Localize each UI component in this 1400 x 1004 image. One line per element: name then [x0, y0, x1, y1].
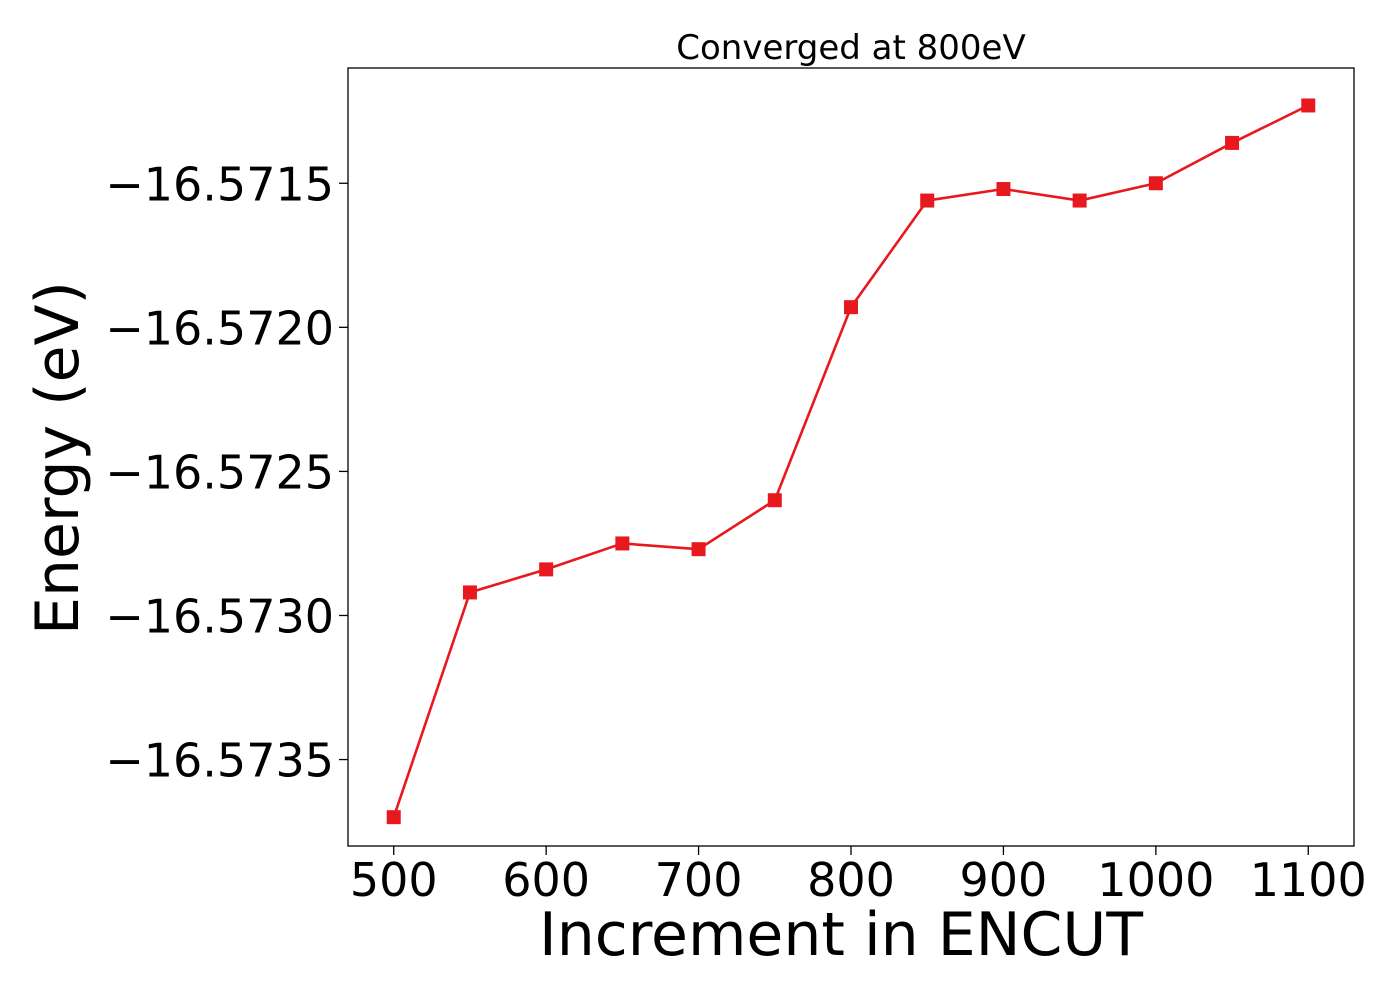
plot-frame: [347, 67, 1355, 847]
data-point-marker: [996, 182, 1011, 197]
data-point-marker: [1072, 193, 1087, 208]
chart-title: Converged at 800eV: [676, 28, 1025, 68]
data-point-marker: [615, 536, 630, 551]
data-point-marker: [386, 810, 401, 825]
data-point-marker: [844, 300, 858, 315]
data-point-marker: [920, 193, 935, 208]
data-point-marker: [691, 542, 706, 557]
series-line: [392, 104, 1309, 818]
plot-layer: [386, 98, 1316, 825]
y-tick-label: −16.5725: [105, 445, 334, 499]
data-point-marker: [1225, 135, 1240, 150]
data-point-marker: [1148, 176, 1163, 191]
y-tick-label: −16.5720: [105, 301, 334, 355]
y-axis: −16.5715 −16.5720 −16.5725 −16.5730 −16.5735: [105, 157, 348, 788]
y-tick-label: −16.5730: [105, 589, 334, 643]
data-point-marker: [1301, 98, 1316, 113]
x-tick-label: 500: [350, 853, 438, 907]
x-tick-label: 600: [502, 853, 590, 907]
data-point-marker: [539, 562, 554, 577]
y-tick-label: −16.5735: [105, 734, 334, 788]
y-tick-label: −16.5715: [105, 157, 334, 211]
x-tick-label: 800: [807, 853, 895, 907]
y-axis-label: Energy (eV): [23, 281, 93, 635]
data-point-marker: [462, 585, 477, 600]
data-point-marker: [767, 493, 782, 508]
x-tick-label: 1100: [1250, 853, 1367, 907]
x-axis: 500 600 700 800 900 1000 1100: [350, 846, 1367, 907]
x-tick-label: 700: [655, 853, 743, 907]
x-tick-label: 900: [960, 853, 1048, 907]
x-axis-label: Increment in ENCUT: [539, 900, 1143, 970]
x-tick-label: 1000: [1097, 853, 1214, 907]
